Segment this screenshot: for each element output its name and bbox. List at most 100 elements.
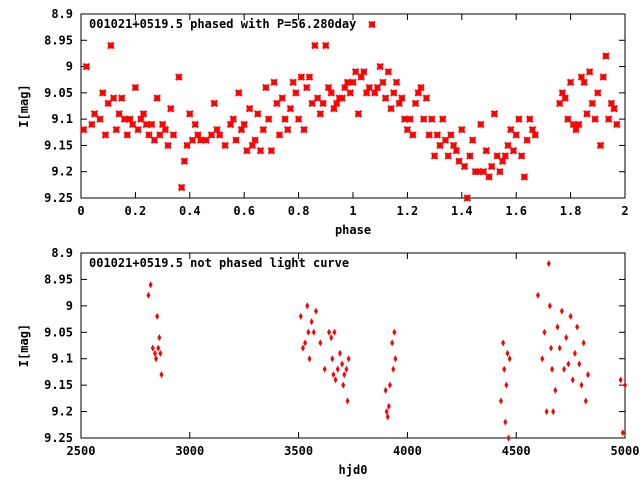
data-point bbox=[154, 355, 159, 363]
data-point bbox=[477, 120, 485, 129]
data-point bbox=[142, 120, 150, 129]
data-point bbox=[229, 115, 238, 123]
data-point bbox=[452, 146, 461, 155]
data-point bbox=[161, 125, 170, 134]
data-point bbox=[439, 115, 447, 123]
data-point bbox=[145, 131, 153, 139]
data-point bbox=[596, 141, 605, 150]
data-point bbox=[146, 291, 151, 299]
x-tick-label: 2 bbox=[621, 204, 628, 218]
data-point bbox=[564, 334, 569, 342]
data-point bbox=[346, 355, 351, 363]
data-point bbox=[392, 328, 397, 336]
data-point bbox=[156, 344, 161, 352]
data-point bbox=[311, 328, 316, 336]
y-tick-label: 8.9 bbox=[51, 7, 73, 21]
data-point bbox=[305, 73, 314, 81]
data-point bbox=[564, 115, 572, 123]
data-point bbox=[422, 94, 431, 102]
data-point bbox=[602, 52, 610, 60]
data-point bbox=[345, 397, 350, 405]
data-point bbox=[330, 355, 335, 363]
data-point bbox=[599, 73, 607, 81]
data-point bbox=[314, 307, 319, 315]
data-point bbox=[139, 110, 148, 118]
data-point bbox=[509, 146, 518, 155]
y-tick-label: 8.9 bbox=[51, 246, 73, 260]
data-point bbox=[507, 355, 512, 363]
data-point bbox=[333, 376, 338, 384]
data-point bbox=[308, 99, 316, 108]
data-point bbox=[216, 131, 224, 139]
data-point bbox=[561, 94, 569, 102]
data-point bbox=[623, 381, 627, 389]
data-point bbox=[342, 371, 347, 379]
data-point bbox=[583, 110, 591, 118]
data-point bbox=[186, 110, 194, 118]
data-point bbox=[331, 371, 336, 379]
data-point bbox=[300, 344, 305, 352]
data-point bbox=[581, 339, 586, 347]
data-point bbox=[542, 328, 547, 336]
y-tick-label: 9.25 bbox=[44, 431, 73, 445]
y-tick-label: 8.95 bbox=[44, 33, 73, 47]
data-point bbox=[259, 125, 267, 134]
data-point bbox=[420, 115, 428, 123]
data-point bbox=[104, 99, 112, 108]
data-point bbox=[292, 89, 300, 97]
data-point bbox=[322, 41, 330, 50]
x-tick-label: 0.8 bbox=[288, 204, 310, 218]
data-point bbox=[417, 83, 425, 92]
data-point bbox=[319, 99, 327, 108]
data-point bbox=[281, 115, 289, 123]
data-point bbox=[210, 99, 218, 108]
data-point bbox=[284, 125, 292, 134]
data-point bbox=[327, 328, 332, 336]
data-point bbox=[307, 355, 312, 363]
y-tick-label: 9 bbox=[66, 60, 73, 74]
x-tick-label: 4000 bbox=[393, 444, 422, 458]
y-tick-label: 9.15 bbox=[44, 138, 73, 152]
data-point bbox=[512, 131, 520, 139]
data-point bbox=[585, 68, 594, 76]
data-point bbox=[99, 89, 107, 97]
data-point bbox=[383, 386, 388, 394]
data-point bbox=[433, 131, 442, 139]
data-point bbox=[444, 152, 452, 160]
data-point bbox=[294, 115, 303, 123]
x-tick-label: 2500 bbox=[67, 444, 96, 458]
data-point bbox=[591, 115, 599, 123]
data-point bbox=[403, 125, 412, 134]
data-point bbox=[546, 260, 551, 268]
data-point bbox=[436, 141, 444, 150]
data-point bbox=[311, 41, 319, 50]
data-point bbox=[550, 365, 555, 373]
data-point bbox=[556, 99, 564, 108]
data-point bbox=[549, 344, 554, 352]
unphased-light-curve-chart: 2500 3000 3500 4000 4500 5000 8.9 8.95 9 9.05 9.1 9… bbox=[17, 246, 639, 477]
data-point bbox=[157, 334, 162, 342]
data-point bbox=[264, 115, 273, 123]
y-tick-label: 9.1 bbox=[51, 112, 73, 126]
data-point bbox=[515, 115, 523, 123]
data-point bbox=[346, 89, 354, 97]
data-point bbox=[341, 381, 346, 389]
data-point bbox=[309, 318, 314, 326]
data-point bbox=[493, 152, 501, 160]
data-point bbox=[502, 365, 507, 373]
data-point bbox=[262, 83, 270, 92]
plot-frame bbox=[80, 252, 626, 439]
data-point bbox=[338, 94, 346, 102]
data-point bbox=[343, 78, 352, 87]
data-point bbox=[275, 131, 284, 139]
data-point bbox=[115, 110, 123, 118]
data-point bbox=[385, 413, 390, 421]
y-tick-label: 9 bbox=[66, 299, 73, 313]
data-point bbox=[337, 349, 342, 357]
data-point bbox=[245, 104, 254, 113]
y-tick-label: 9.2 bbox=[51, 165, 73, 179]
chart-title: 001021+0519.5 phased with P=56.280day bbox=[89, 17, 356, 31]
data-point bbox=[406, 115, 414, 123]
data-point bbox=[562, 365, 567, 373]
